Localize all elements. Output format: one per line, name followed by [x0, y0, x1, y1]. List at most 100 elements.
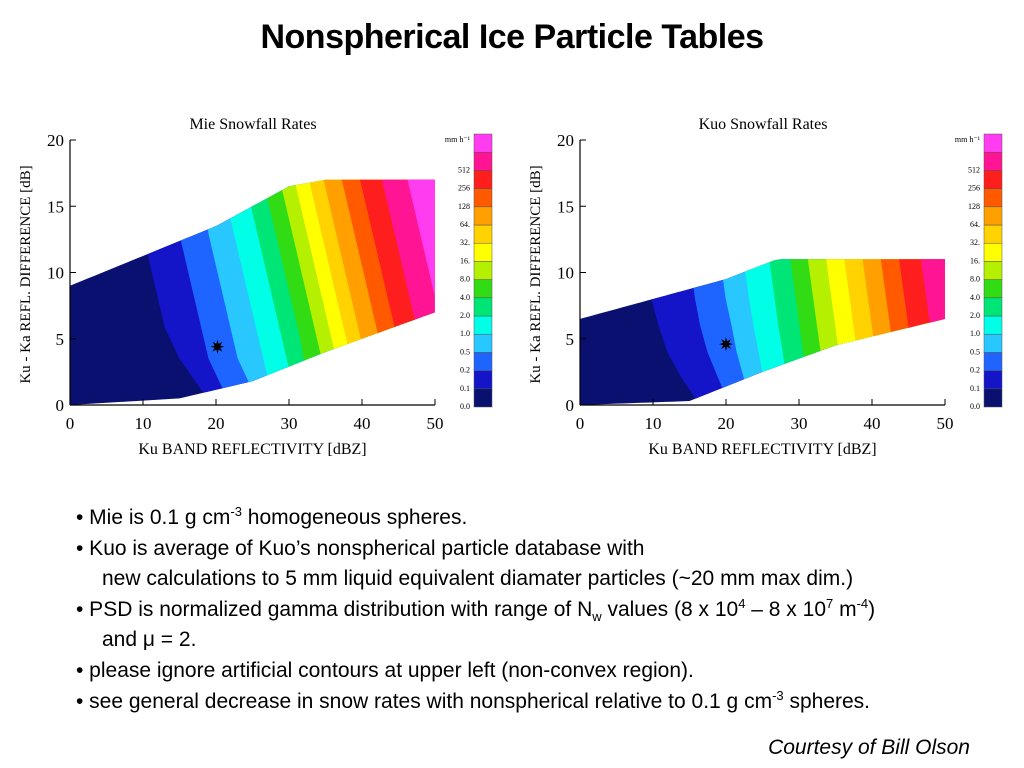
colorbar-level-label: 64.	[970, 220, 980, 229]
colorbar-level-label: 0.5	[970, 347, 980, 356]
colorbar-unit: mm h⁻¹	[955, 135, 981, 144]
colorbar-level-label: 128	[458, 202, 470, 211]
colorbar-swatch	[473, 388, 493, 408]
bullet-text: • Kuo is average of Kuo’s nonspherical p…	[76, 536, 645, 560]
colorbar-swatch	[473, 151, 493, 171]
colorbar-swatch	[473, 352, 493, 371]
bullet-text: – 8 x 10	[745, 597, 826, 621]
data-marker	[719, 337, 733, 352]
colorbar-level-label: 0.2	[460, 366, 470, 375]
y-tick-label: 0	[566, 396, 575, 415]
colorbar-level-label: 32.	[970, 238, 980, 247]
x-tick-label: 20	[718, 414, 735, 433]
colorbar-swatch	[473, 170, 493, 189]
bullet-line: • please ignore artificial contours at u…	[76, 656, 1006, 687]
colorbar-swatch	[473, 133, 493, 153]
colorbar-swatch	[473, 297, 493, 317]
colorbar-swatch	[473, 370, 493, 390]
bullet-line: • see general decrease in snow rates wit…	[76, 687, 1006, 718]
colorbar-level-label: 512	[458, 165, 470, 174]
bullet-text: • PSD is normalized gamma distribution w…	[76, 597, 593, 621]
bullet-line: • Mie is 0.1 g cm-3 homogeneous spheres.	[76, 503, 1006, 534]
x-tick-label: 40	[864, 414, 881, 433]
colorbar-swatch	[473, 261, 493, 280]
x-axis-label: Ku BAND REFLECTIVITY [dBZ]	[648, 441, 876, 458]
bullet-line: • Kuo is average of Kuo’s nonspherical p…	[76, 534, 1006, 565]
colorbar-unit: mm h⁻¹	[445, 135, 471, 144]
colorbar-swatch	[983, 333, 1003, 353]
chart-title: Mie Snowfall Rates	[189, 116, 316, 133]
colorbar-level-label: 4.0	[970, 293, 980, 302]
colorbar-level-label: 0.2	[970, 366, 980, 375]
colorbar-level-label: 256	[968, 184, 980, 193]
colorbar-swatch	[983, 279, 1003, 299]
colorbar-swatch	[983, 297, 1003, 317]
bullet-text: • please ignore artificial contours at u…	[76, 658, 694, 682]
y-tick-label: 0	[56, 396, 65, 415]
colorbar-level-label: 32.	[460, 238, 470, 247]
y-tick-label: 15	[47, 197, 64, 216]
colorbar-level-label: 2.0	[460, 311, 470, 320]
x-tick-label: 0	[66, 414, 75, 433]
colorbar-swatch	[983, 315, 1003, 335]
colorbar-level-label: 1.0	[460, 329, 470, 338]
colorbar-swatch	[473, 242, 493, 262]
x-tick-label: 10	[135, 414, 152, 433]
y-tick-label: 5	[56, 330, 65, 349]
x-axis-label: Ku BAND REFLECTIVITY [dBZ]	[138, 441, 366, 458]
subscript-text: w	[592, 608, 602, 624]
bullet-line: new calculations to 5 mm liquid equivale…	[76, 564, 1006, 595]
x-tick-label: 30	[791, 414, 808, 433]
y-tick-label: 10	[557, 264, 574, 283]
bullet-text: m	[833, 597, 857, 621]
y-axis-label: Ku - Ka REFL. DIFFERENCE [dB]	[528, 165, 544, 383]
bullet-text: values (8 x 10	[601, 597, 739, 621]
bullet-text: • see general decrease in snow rates wit…	[76, 689, 773, 713]
x-tick-label: 50	[937, 414, 954, 433]
colorbar-swatch	[983, 224, 1003, 244]
colorbar-level-label: 0.0	[460, 402, 470, 411]
superscript-text: -3	[230, 504, 242, 519]
colorbar-swatch	[983, 261, 1003, 280]
colorbar-swatch	[983, 370, 1003, 390]
colorbar-level-label: 16.	[970, 256, 980, 265]
bullet-line: • PSD is normalized gamma distribution w…	[76, 595, 1006, 626]
superscript-text: 7	[826, 595, 834, 611]
colorbar-swatch	[473, 224, 493, 244]
courtesy-credit: Courtesy of Bill Olson	[768, 736, 970, 759]
superscript-text: -3	[772, 687, 784, 703]
mie-snowfall-chart: 0 10 20 30 40 50 0 5 10 15 20 Mie Snowfall Rates Ku …	[18, 116, 493, 458]
x-tick-label: 0	[576, 414, 585, 433]
colorbar-swatch	[983, 352, 1003, 371]
y-tick-label: 15	[557, 197, 574, 216]
chart-title: Kuo Snowfall Rates	[699, 116, 828, 133]
colorbar-level-label: 64.	[460, 220, 470, 229]
colorbar-swatch	[473, 206, 493, 226]
x-tick-label: 40	[354, 414, 371, 433]
x-tick-label: 20	[208, 414, 225, 433]
colorbar-swatch	[983, 188, 1003, 208]
bullet-text: • Mie is 0.1 g cm	[76, 506, 231, 529]
colorbar-level-label: 2.0	[970, 311, 980, 320]
colorbar-level-label: 1.0	[970, 329, 980, 338]
colorbar-level-label: 8.0	[460, 275, 470, 284]
y-axis-label: Ku - Ka REFL. DIFFERENCE [dB]	[18, 165, 34, 383]
kuo-snowfall-chart: 0 10 20 30 40 50 0 5 10 15 20 Kuo Snowfall Rates Ku …	[528, 116, 1003, 458]
colorbar-level-label: 8.0	[970, 275, 980, 284]
bullet-text: spheres.	[783, 689, 871, 713]
x-tick-label: 50	[427, 414, 444, 433]
colorbar-swatch	[983, 133, 1003, 153]
bullet-list: • Mie is 0.1 g cm-3 homogeneous spheres.…	[76, 503, 1006, 717]
bullet-text: and μ = 2.	[102, 628, 197, 652]
y-tick-label: 10	[47, 264, 64, 283]
colorbar-swatch	[983, 151, 1003, 171]
y-tick-label: 20	[557, 131, 574, 150]
colorbar-swatch	[983, 388, 1003, 408]
colorbar-level-label: 0.5	[460, 347, 470, 356]
colorbar-level-label: 0.1	[970, 384, 980, 393]
x-tick-label: 10	[645, 414, 662, 433]
colorbar-swatch	[473, 188, 493, 208]
colorbar-level-label: 0.1	[460, 384, 470, 393]
data-marker	[210, 339, 225, 354]
colorbar-swatch	[983, 206, 1003, 226]
